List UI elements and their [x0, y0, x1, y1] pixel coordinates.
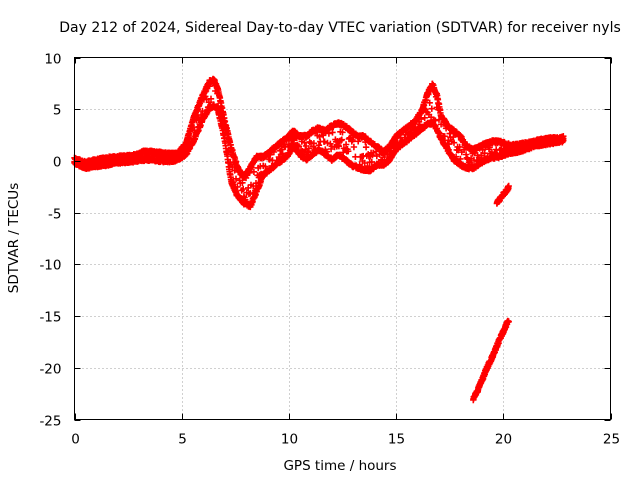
y-tick-label: 10: [44, 52, 61, 68]
data-point: [239, 179, 246, 186]
data-point: [305, 145, 313, 152]
chart-title: Day 212 of 2024, Sidereal Day-to-day VTE…: [59, 20, 621, 36]
data-point: [450, 133, 457, 141]
x-tick-label: 25: [603, 432, 620, 448]
data-point: [234, 183, 241, 191]
data-point: [325, 130, 333, 137]
data-point: [368, 158, 375, 166]
data-point: [279, 150, 286, 157]
x-tick-label: 10: [281, 432, 298, 448]
y-axis-label: SDTVAR / TECUs: [6, 183, 22, 293]
y-tick-label: -20: [39, 362, 61, 378]
data-point: [342, 141, 350, 148]
data-point: [189, 123, 197, 131]
data-point: [338, 136, 345, 143]
data-point: [421, 114, 428, 121]
data-point: [250, 168, 258, 175]
y-tick-label: -15: [39, 310, 61, 326]
grid-layer: [74, 57, 611, 420]
plot-frame: [74, 57, 611, 420]
data-point: [362, 144, 370, 151]
data-point: [232, 175, 240, 182]
x-tick-label: 5: [178, 432, 187, 448]
data-point: [310, 140, 318, 147]
x-tick-label: 15: [388, 432, 405, 448]
x-tick-label: 0: [71, 432, 80, 448]
data-point: [428, 105, 435, 112]
data-point: [505, 182, 512, 190]
data-point: [457, 155, 464, 163]
data-point: [417, 115, 425, 123]
data-layer: [71, 75, 567, 404]
data-point: [207, 95, 215, 102]
y-tick-label: 0: [53, 155, 62, 171]
y-tick-label: -5: [48, 207, 61, 223]
data-point: [350, 143, 358, 151]
data-point: [455, 147, 462, 154]
x-axis-label: GPS time / hours: [283, 458, 396, 474]
data-point: [339, 129, 346, 136]
tick-layer: 0 5 10 15 20 25 -25 -20 -15 -10 -5 0 5 10: [39, 52, 620, 448]
data-point: [345, 148, 352, 155]
data-point: [240, 185, 247, 193]
data-point: [456, 143, 463, 151]
data-point: [450, 139, 458, 146]
data-point: [262, 163, 269, 170]
x-tick-label: 20: [495, 432, 512, 448]
data-point: [560, 135, 567, 142]
data-point: [295, 143, 303, 150]
data-point: [505, 318, 512, 325]
y-tick-label: -25: [39, 414, 61, 430]
y-tick-label: 5: [53, 103, 62, 119]
y-tick-label: -10: [39, 258, 61, 274]
data-point: [426, 99, 433, 106]
data-point: [441, 133, 448, 140]
data-point: [432, 117, 439, 124]
